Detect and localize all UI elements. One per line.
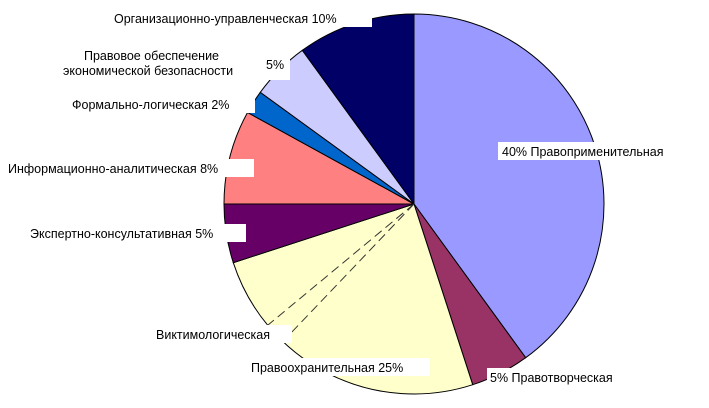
leader-line-viktimologicheskaya-2	[289, 203, 415, 335]
label-pravovoe-obespechenie-line2: экономической безопасности	[63, 64, 233, 78]
slice-informatsionno-analiticheskaya	[223, 111, 415, 205]
label-pravovoe-obespechenie-line1: Правовое обеспечение	[84, 49, 219, 63]
label-viktimologicheskaya: Виктимологическая	[156, 328, 270, 342]
label-pravovoe-obespechenie-value: 5%	[266, 58, 284, 72]
label-organizatsionno-upravlencheskaya: Организационно-управленческая 10%	[114, 12, 337, 26]
label-pravookhranitelnaya: Правоохранительная 25%	[251, 361, 403, 375]
leader-lines	[261, 203, 415, 335]
leader-line-viktimologicheskaya-1	[261, 203, 415, 331]
label-formalno-logicheskaya: Формально-логическая 2%	[72, 98, 229, 112]
label-informatsionno-analiticheskaya: Информационно-аналитическая 8%	[8, 162, 218, 176]
pie-slices	[223, 13, 605, 395]
label-ekspertno-konsultativnaya: Экспертно-консультативная 5%	[30, 227, 213, 241]
label-pravotvorcheskaya: 5% Правотворческая	[490, 371, 613, 385]
slice-labels: 40% Правоприменительная 5% Правотворческ…	[4, 9, 698, 386]
label-pravoprimenitelnaya: 40% Правоприменительная	[502, 145, 664, 159]
